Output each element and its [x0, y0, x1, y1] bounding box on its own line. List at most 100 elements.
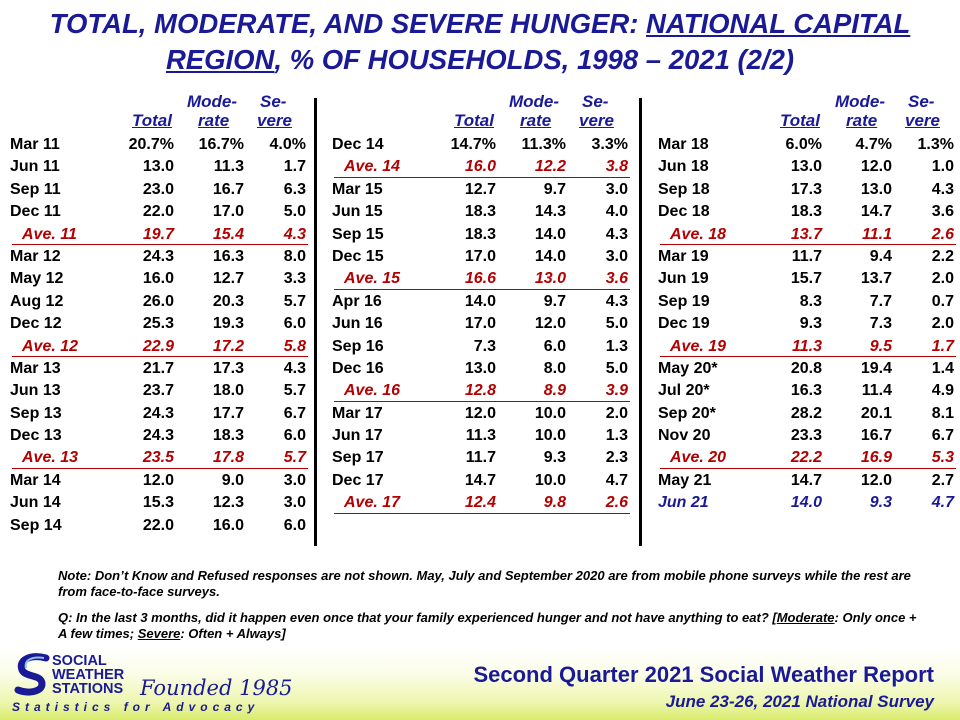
- severe-value: 4.3: [283, 359, 306, 377]
- table-row: Sep 17 11.7 9.3 2.3: [332, 447, 630, 469]
- total-value: 24.3: [142, 427, 174, 445]
- severe-value: 5.7: [283, 382, 306, 400]
- table-row: Jun 14 15.3 12.3 3.0: [10, 492, 308, 514]
- survey-question: Q: In the last 3 months, did it happen e…: [58, 610, 917, 641]
- period-label: Dec 17: [332, 471, 384, 489]
- table-panel-3: Mode- Se- Total rate vere Mar 18 6.0% 4.7% 1.3% J…: [658, 92, 956, 515]
- total-value: 16.0: [142, 270, 174, 288]
- total-value: 17.0: [464, 315, 496, 333]
- moderate-value: 16.7: [212, 180, 244, 198]
- severe-value: 5.7: [283, 292, 306, 310]
- total-value: 12.0: [464, 404, 496, 422]
- moderate-value: 11.3%: [521, 136, 566, 153]
- period-label: Ave. 20: [670, 449, 727, 467]
- period-label: Mar 12: [10, 247, 61, 265]
- total-value: 22.2: [790, 449, 822, 467]
- severe-value: 4.3: [283, 225, 306, 243]
- moderate-value: 10.0: [534, 427, 566, 445]
- severe-value: 5.3: [931, 449, 954, 467]
- table-row: Jun 21 14.0 9.3 4.7: [658, 492, 956, 514]
- header-severe: Se-: [908, 92, 935, 111]
- severe-value: 2.0: [931, 270, 954, 288]
- total-value: 14.7: [464, 471, 496, 489]
- period-label: Jun 18: [658, 158, 709, 176]
- period-label: Mar 11: [10, 136, 60, 153]
- moderate-value: 12.2: [534, 158, 566, 176]
- total-value: 8.3: [799, 292, 822, 310]
- severe-value: 4.7: [931, 494, 954, 512]
- period-label: Jun 19: [658, 270, 709, 288]
- period-label: Jun 13: [10, 382, 61, 400]
- header-total: Total: [454, 111, 494, 130]
- moderate-value: 9.3: [543, 449, 566, 467]
- moderate-value: 19.3: [212, 315, 244, 333]
- severe-value: 3.0: [605, 180, 628, 198]
- total-value: 24.3: [142, 247, 174, 265]
- total-value: 16.0: [464, 158, 496, 176]
- period-label: Jun 21: [658, 494, 709, 512]
- severe-value: 1.7: [283, 158, 306, 176]
- table-row: Sep 20* 28.2 20.1 8.1: [658, 403, 956, 425]
- header-severe: Se-: [260, 92, 287, 111]
- severe-value: 1.0: [931, 158, 954, 176]
- total-value: 13.0: [142, 158, 174, 176]
- total-value: 11.3: [792, 337, 822, 355]
- table-row: Sep 16 7.3 6.0 1.3: [332, 336, 630, 358]
- moderate-value: 17.7: [212, 404, 244, 422]
- total-value: 16.6: [464, 270, 496, 288]
- moderate-value: 17.0: [212, 203, 244, 221]
- period-label: Jun 14: [10, 494, 61, 512]
- table-panel-1: Mode- Se- Total rate vere Mar 11 20.7% 16.7% 4.0…: [10, 92, 308, 537]
- title-rest: , % OF HOUSEHOLDS, 1998 – 2021 (2/2): [274, 44, 795, 75]
- moderate-value: 18.3: [212, 427, 244, 445]
- period-label: Sep 20*: [658, 404, 716, 422]
- total-value: 15.7: [790, 270, 822, 288]
- severe-value: 2.6: [931, 225, 954, 243]
- total-value: 23.3: [790, 427, 822, 445]
- moderate-value: 6.0: [543, 337, 566, 355]
- moderate-value: 12.0: [860, 471, 892, 489]
- total-value: 18.3: [464, 203, 496, 221]
- total-value: 19.7: [142, 225, 174, 243]
- severe-value: 4.0: [605, 203, 628, 221]
- moderate-value: 9.7: [543, 180, 566, 198]
- severe-value: 6.0: [283, 427, 306, 445]
- severe-value: 1.3: [605, 427, 628, 445]
- total-value: 11.3: [465, 427, 496, 445]
- severe-value: 6.7: [931, 427, 954, 445]
- table-row: Jun 11 13.0 11.3 1.7: [10, 156, 308, 178]
- severe-value: 0.7: [931, 292, 954, 310]
- total-value: 23.7: [142, 382, 174, 400]
- footnote: Note: Don’t Know and Refused responses a…: [58, 568, 911, 599]
- total-value: 17.0: [464, 247, 496, 265]
- survey-dates: June 23-26, 2021 National Survey: [665, 692, 934, 711]
- table-row: Aug 12 26.0 20.3 5.7: [10, 291, 308, 313]
- total-value: 23.0: [142, 180, 174, 198]
- table-row: Apr 16 14.0 9.7 4.3: [332, 291, 630, 313]
- severe-value: 8.0: [283, 247, 306, 265]
- severe-value: 8.1: [931, 404, 954, 422]
- severe-value: 3.0: [283, 471, 306, 489]
- moderate-value: 10.0: [534, 404, 566, 422]
- table-row: Dec 18 18.3 14.7 3.6: [658, 201, 956, 223]
- moderate-value: 12.0: [534, 315, 566, 333]
- total-value: 7.3: [473, 337, 496, 355]
- severe-value: 1.3: [605, 337, 628, 355]
- average-row: Ave. 12 22.9 17.2 5.8: [10, 336, 308, 358]
- severe-value: 4.3: [605, 292, 628, 310]
- period-label: Mar 15: [332, 180, 383, 198]
- period-label: Dec 19: [658, 315, 710, 333]
- table-row: May 21 14.7 12.0 2.7: [658, 470, 956, 492]
- table-row: Dec 11 22.0 17.0 5.0: [10, 201, 308, 223]
- total-value: 11.7: [465, 449, 496, 467]
- severe-value: 2.7: [931, 471, 954, 489]
- tagline: Statistics for Advocacy: [12, 700, 260, 714]
- table-row: Jun 16 17.0 12.0 5.0: [332, 313, 630, 335]
- average-row: Ave. 16 12.8 8.9 3.9: [332, 380, 630, 403]
- period-label: Ave. 12: [22, 337, 79, 355]
- severe-value: 5.7: [283, 449, 306, 467]
- table-row: Mar 18 6.0% 4.7% 1.3%: [658, 134, 956, 156]
- moderate-value: 20.3: [212, 292, 244, 310]
- total-value: 13.0: [464, 359, 496, 377]
- period-label: Ave. 13: [22, 449, 79, 467]
